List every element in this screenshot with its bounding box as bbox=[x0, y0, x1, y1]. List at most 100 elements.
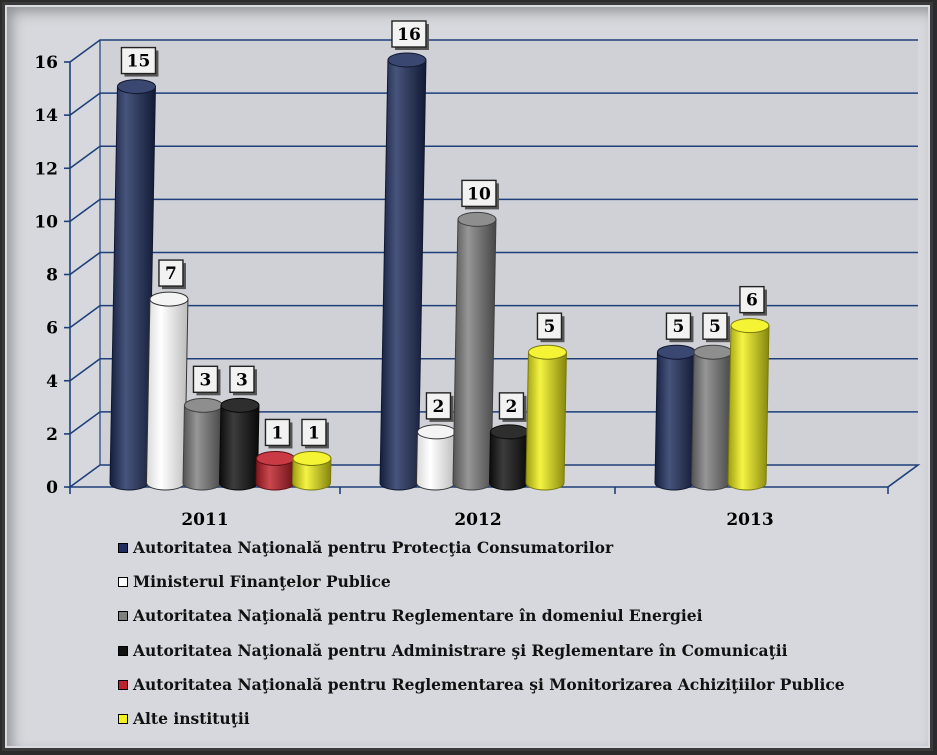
y-tick-label: 8 bbox=[46, 266, 58, 286]
data-label-text: 7 bbox=[165, 264, 177, 284]
data-label-text: 1 bbox=[272, 423, 284, 443]
data-labels: 15 7 3 3 1 1 16 2 10 2 5 5 5 6 bbox=[120, 20, 767, 449]
data-label-text: 2 bbox=[433, 397, 445, 417]
bar-body bbox=[415, 431, 456, 491]
data-label: 1 bbox=[264, 418, 293, 449]
bar-top bbox=[527, 344, 567, 360]
bar bbox=[690, 344, 733, 491]
data-label-box bbox=[192, 365, 219, 394]
data-label-box bbox=[120, 46, 157, 75]
legend-label: Ministerul Finanţelor Publice bbox=[133, 572, 391, 592]
data-label-box bbox=[461, 179, 497, 208]
x-category-label: 2011 bbox=[181, 510, 228, 530]
y-axis-ticks: 0 2 4 6 8 10 12 14 16 bbox=[34, 53, 58, 498]
bar bbox=[488, 424, 529, 491]
data-label-text: 1 bbox=[308, 423, 320, 443]
data-label: 1 bbox=[301, 418, 329, 449]
x-category-label: 2012 bbox=[454, 510, 501, 530]
bar-body bbox=[218, 404, 260, 491]
bar bbox=[218, 397, 260, 491]
bar-top bbox=[116, 79, 156, 95]
data-label: 15 bbox=[120, 46, 159, 77]
bar-top bbox=[656, 344, 696, 360]
bar bbox=[145, 291, 189, 491]
y-tick-label: 14 bbox=[34, 106, 58, 126]
data-label: 2 bbox=[498, 392, 527, 422]
x-category-label: 2013 bbox=[726, 510, 773, 530]
data-label-box bbox=[498, 392, 525, 420]
legend-label: Autoritatea Naţională pentru Protecţia C… bbox=[133, 538, 614, 557]
bar-top bbox=[730, 318, 770, 334]
data-label: 5 bbox=[702, 312, 730, 343]
bar-top bbox=[416, 424, 456, 440]
data-label: 6 bbox=[739, 285, 767, 316]
data-label-box bbox=[391, 20, 427, 48]
data-label-text: 6 bbox=[746, 291, 758, 311]
bar-body bbox=[182, 404, 223, 491]
legend-label: Autoritatea Naţională pentru Reglementar… bbox=[133, 674, 845, 694]
bar-body bbox=[452, 218, 497, 491]
bar bbox=[291, 450, 332, 491]
bar-body bbox=[379, 59, 427, 491]
legend-swatch bbox=[118, 577, 128, 588]
data-label: 7 bbox=[158, 259, 186, 290]
bar-body bbox=[145, 298, 189, 491]
bar bbox=[415, 424, 456, 491]
bar-top bbox=[183, 397, 223, 413]
bar-top bbox=[149, 291, 189, 307]
y-tick-label: 12 bbox=[34, 159, 58, 179]
bar-top bbox=[387, 52, 427, 68]
axes bbox=[64, 40, 889, 494]
x-axis-categories: 2011 2012 2013 bbox=[181, 510, 773, 530]
data-label-box bbox=[229, 365, 255, 394]
data-label-box bbox=[301, 418, 327, 447]
data-label: 3 bbox=[192, 365, 221, 396]
legend-swatch bbox=[118, 679, 128, 690]
data-label-text: 2 bbox=[506, 397, 518, 417]
bar bbox=[379, 52, 427, 491]
data-label-box bbox=[158, 259, 184, 287]
bar-top bbox=[255, 450, 295, 466]
bar-top bbox=[220, 397, 260, 413]
data-label: 16 bbox=[391, 20, 429, 50]
bar-body bbox=[488, 431, 529, 491]
y-tick-label: 16 bbox=[34, 53, 58, 73]
bar-top bbox=[292, 450, 332, 466]
data-label: 2 bbox=[425, 392, 454, 422]
bar-top bbox=[489, 424, 529, 440]
bar-body bbox=[291, 457, 332, 491]
bar bbox=[525, 344, 567, 491]
data-label-box bbox=[536, 312, 563, 340]
y-tick-label: 6 bbox=[46, 319, 58, 339]
data-label-text: 5 bbox=[709, 317, 721, 337]
data-label-text: 3 bbox=[200, 370, 212, 390]
legend-swatch bbox=[118, 714, 128, 724]
data-label-text: 10 bbox=[467, 184, 491, 204]
data-label-box bbox=[665, 312, 692, 340]
bar bbox=[255, 450, 295, 491]
data-label-box bbox=[702, 312, 728, 340]
bar bbox=[182, 397, 223, 491]
data-label-box bbox=[425, 392, 452, 420]
y-tick-label: 4 bbox=[46, 372, 58, 392]
y-tick-label: 10 bbox=[34, 212, 58, 232]
data-label-text: 3 bbox=[236, 370, 248, 390]
bar-top bbox=[457, 211, 497, 227]
bars bbox=[109, 52, 770, 491]
data-label-box bbox=[739, 285, 765, 314]
bar-body bbox=[690, 351, 733, 491]
bar-body bbox=[525, 351, 567, 491]
legend-swatch bbox=[118, 645, 128, 656]
bar bbox=[727, 318, 770, 491]
data-label-text: 16 bbox=[397, 25, 421, 45]
bar-body bbox=[727, 325, 770, 491]
data-label-text: 5 bbox=[544, 317, 556, 337]
data-label: 5 bbox=[536, 312, 565, 343]
data-label-text: 5 bbox=[673, 317, 685, 337]
data-label: 10 bbox=[461, 179, 499, 210]
data-label-text: 15 bbox=[127, 52, 151, 72]
y-tick-label: 2 bbox=[46, 425, 58, 445]
legend-label: Autoritatea Naţională pentru Administrar… bbox=[133, 640, 788, 660]
data-label: 5 bbox=[665, 312, 694, 343]
